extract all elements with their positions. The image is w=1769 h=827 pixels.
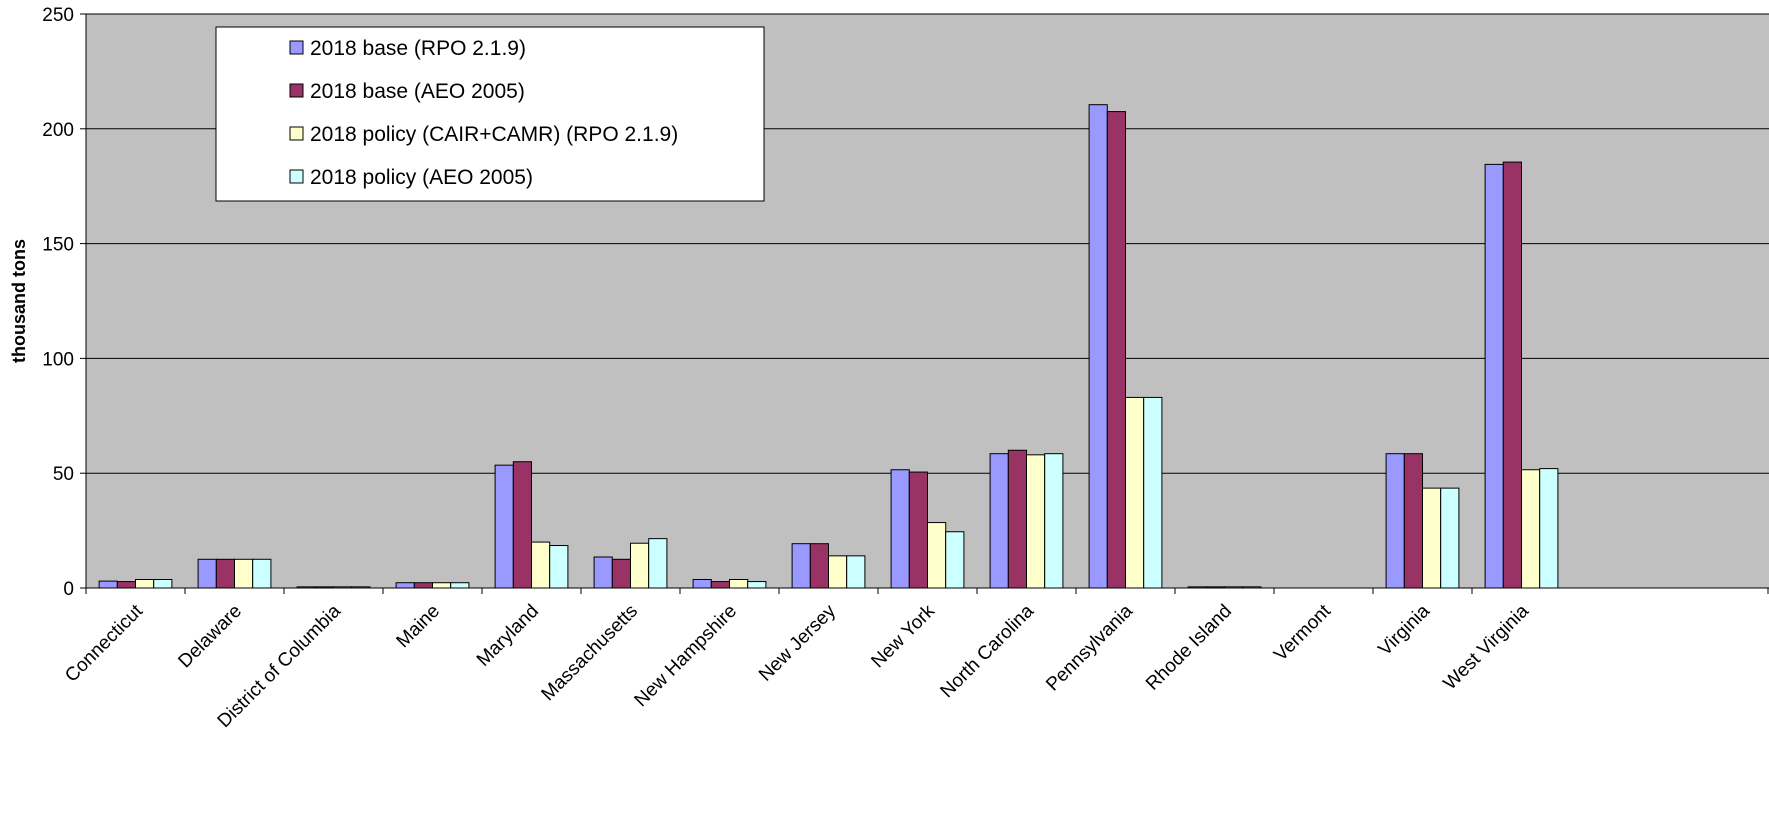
- x-axis-ticks: [85, 588, 1769, 594]
- y-tick-label: 250: [42, 5, 74, 26]
- bar: [450, 582, 470, 589]
- bar: [989, 453, 1009, 589]
- y-tick-label: 0: [63, 579, 74, 600]
- bar: [1106, 111, 1127, 589]
- bar: [531, 541, 551, 589]
- bar: [890, 469, 910, 589]
- y-tick-label: 150: [42, 235, 74, 256]
- legend-swatch: [289, 83, 304, 98]
- bar: [809, 543, 829, 589]
- legend-swatch: [289, 169, 304, 184]
- bar: [1044, 453, 1064, 589]
- bar: [116, 581, 137, 589]
- bar: [1007, 449, 1027, 589]
- bar: [1385, 453, 1405, 589]
- legend-label: 2018 policy (AEO 2005): [310, 166, 533, 189]
- bars: [98, 104, 1559, 589]
- bar: [1539, 468, 1559, 589]
- bar: [710, 581, 730, 589]
- y-axis-ticks: 0 50 100 150 200 250: [42, 5, 86, 600]
- bar: [432, 582, 452, 589]
- bar: [1502, 161, 1523, 589]
- bar: [611, 558, 631, 589]
- bar: [927, 522, 947, 589]
- bar: [413, 582, 433, 589]
- y-axis-title: thousand tons: [9, 239, 29, 363]
- bar: [549, 545, 569, 589]
- bar: [1088, 104, 1108, 589]
- y-tick-label: 100: [42, 349, 74, 370]
- bar: [197, 558, 217, 589]
- x-tick-label: Vermont: [1270, 600, 1335, 665]
- x-tick-label: Pennsylvania: [1042, 600, 1137, 695]
- x-tick-label: New Jersey: [755, 600, 840, 685]
- legend-swatch: [289, 126, 304, 141]
- bar: [135, 579, 155, 589]
- x-tick-label: West Virginia: [1440, 600, 1534, 694]
- bar: [747, 581, 767, 589]
- bar: [494, 464, 514, 589]
- x-tick-label: Connecticut: [61, 600, 147, 686]
- bar: [692, 579, 712, 589]
- legend-swatch: [289, 40, 304, 55]
- x-tick-label: New Hampshire: [631, 601, 741, 711]
- bar: [215, 558, 236, 589]
- bar: [1422, 487, 1442, 589]
- bar: [945, 531, 965, 589]
- y-tick-label: 200: [42, 120, 74, 141]
- x-tick-label: Rhode Island: [1142, 601, 1236, 695]
- bar: [1484, 163, 1504, 589]
- bar: [395, 582, 415, 589]
- axes: [85, 14, 1769, 589]
- legend-box: [215, 26, 765, 202]
- x-tick-label: Delaware: [174, 601, 246, 673]
- legend-items: 2018 base (RPO 2.1.9) 2018 base (AEO 2005…: [289, 37, 678, 189]
- x-tick-label: New York: [867, 600, 939, 672]
- bar: [846, 555, 866, 589]
- bar: [234, 558, 254, 589]
- bar: [791, 543, 811, 589]
- bar: [512, 461, 532, 589]
- bar: [1026, 454, 1046, 589]
- bar: [153, 579, 173, 589]
- x-tick-label: Virginia: [1375, 600, 1435, 660]
- bar: [630, 542, 650, 589]
- bar: [98, 580, 118, 589]
- bar: [1403, 453, 1424, 589]
- legend-label: 2018 base (RPO 2.1.9): [310, 37, 526, 60]
- y-tick-label: 50: [53, 464, 74, 485]
- bar: [729, 579, 749, 589]
- bar: [1521, 469, 1541, 589]
- x-tick-label: Massachusetts: [538, 601, 642, 705]
- bar: [593, 556, 613, 589]
- bar: [648, 538, 668, 589]
- bar: [828, 555, 848, 589]
- bar: [1440, 487, 1460, 589]
- bar: [1143, 396, 1163, 589]
- bar: [908, 471, 928, 589]
- bar: [252, 558, 272, 589]
- x-tick-label: North Carolina: [937, 600, 1039, 702]
- legend-label: 2018 base (AEO 2005): [310, 80, 525, 103]
- x-tick-label: Maryland: [473, 601, 543, 671]
- legend-label: 2018 policy (CAIR+CAMR) (RPO 2.1.9): [310, 123, 678, 146]
- legend: 2018 base (RPO 2.1.9) 2018 base (AEO 2005…: [215, 26, 765, 202]
- bar: [1125, 396, 1145, 589]
- x-tick-label: Maine: [393, 601, 444, 652]
